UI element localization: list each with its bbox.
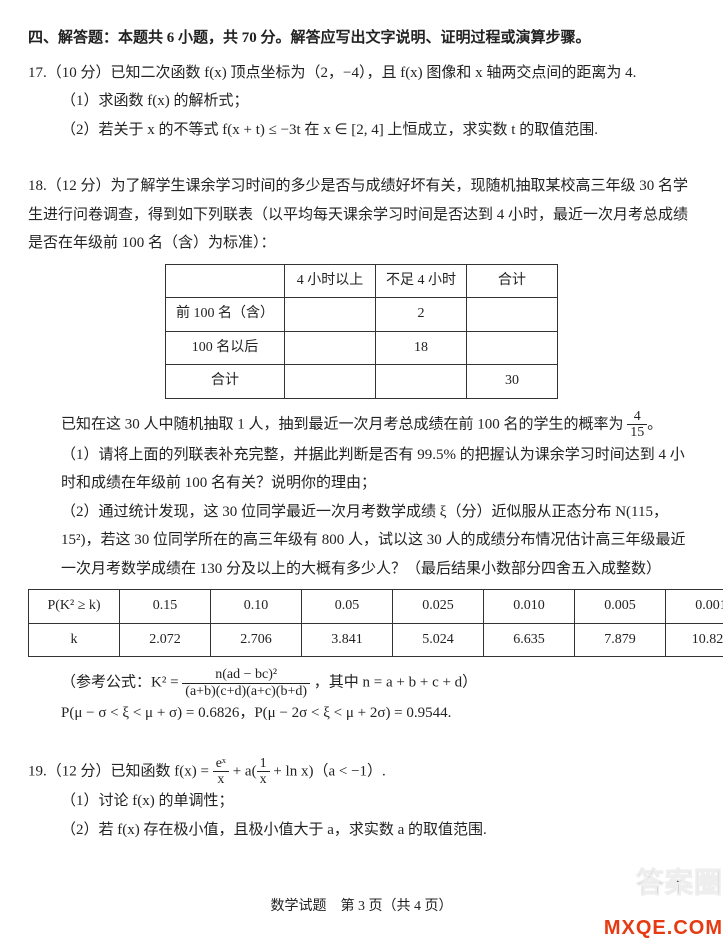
t1-r0c3 (467, 298, 558, 332)
q18-known: 已知在这 30 人中随机抽取 1 人，抽到最近一次月考总成绩在前 100 名的学… (28, 409, 695, 441)
t1-h3: 合计 (467, 264, 558, 298)
frac-num: 4 (627, 409, 647, 425)
q17-head: 17.（10 分）已知二次函数 f(x) 顶点坐标为（2，−4），且 f(x) … (28, 59, 695, 88)
t1-h0 (166, 264, 285, 298)
q17-part2: （2）若关于 x 的不等式 f(x + t) ≤ −3t 在 x ∈ [2, 4… (28, 116, 695, 145)
t2-r1c1: 2.072 (120, 623, 211, 657)
q19-mid: + a( (229, 763, 257, 779)
formula-num: n(ad − bc)² (182, 667, 310, 683)
q18-formula-frac: n(ad − bc)² (a+b)(c+d)(a+c)(b+d) (182, 667, 310, 699)
q18-formula-suffix: ，其中 n = a + b + c + d） (314, 675, 477, 691)
q19-head-prefix: 19.（12 分）已知函数 f(x) = (28, 763, 213, 779)
q19-part2: （2）若 f(x) 存在极小值，且极小值大于 a，求实数 a 的取值范围. (28, 816, 695, 845)
q18-head: 18.（12 分）为了解学生课余学习时间的多少是否与成绩好坏有关，现随机抽取某校… (28, 172, 695, 258)
t2-r1c0: k (29, 623, 120, 657)
frac-num: eˣ (213, 756, 229, 772)
t1-r2c2 (376, 365, 467, 399)
frac-den: x (213, 772, 229, 787)
q18-chi-square-table: P(K² ≥ k) 0.15 0.10 0.05 0.025 0.010 0.0… (28, 589, 723, 657)
question-19: 19.（12 分）已知函数 f(x) = eˣ x + a( 1 x + ln … (28, 756, 695, 845)
q19-head: 19.（12 分）已知函数 f(x) = eˣ x + a( 1 x + ln … (28, 756, 695, 788)
q18-known-suffix: 。 (647, 416, 662, 432)
t2-r1c5: 6.635 (484, 623, 575, 657)
q18-formula-prefix: （参考公式：K² = (61, 675, 182, 691)
t2-r0c6: 0.005 (575, 590, 666, 624)
question-18: 18.（12 分）为了解学生课余学习时间的多少是否与成绩好坏有关，现随机抽取某校… (28, 172, 695, 728)
q18-known-frac: 4 15 (627, 409, 647, 441)
t1-r1c3 (467, 331, 558, 365)
t1-h2: 不足 4 小时 (376, 264, 467, 298)
t1-r2c0: 合计 (166, 365, 285, 399)
t2-r0c7: 0.001 (666, 590, 723, 624)
q17-part1: （1）求函数 f(x) 的解析式； (28, 87, 695, 116)
t2-r1c6: 7.879 (575, 623, 666, 657)
q18-part1: （1）请将上面的列联表补充完整，并据此判断是否有 99.5% 的把握认为课余学习… (28, 441, 695, 498)
t2-r0c2: 0.10 (211, 590, 302, 624)
t2-r1c3: 3.841 (302, 623, 393, 657)
t2-r1c7: 10.828 (666, 623, 723, 657)
t1-r0c0: 前 100 名（含） (166, 298, 285, 332)
t1-r0c2: 2 (376, 298, 467, 332)
q19-part1: （1）讨论 f(x) 的单调性； (28, 787, 695, 816)
t1-r2c1 (285, 365, 376, 399)
t2-r0c3: 0.05 (302, 590, 393, 624)
q19-frac2: 1 x (257, 756, 270, 788)
t2-r0c5: 0.010 (484, 590, 575, 624)
t1-r1c1 (285, 331, 376, 365)
t2-r0c1: 0.15 (120, 590, 211, 624)
t2-r1c4: 5.024 (393, 623, 484, 657)
t2-r1c2: 2.706 (211, 623, 302, 657)
frac-den: x (257, 772, 270, 787)
q18-contingency-table: 4 小时以上 不足 4 小时 合计 前 100 名（含） 2 100 名以后 1… (165, 264, 558, 399)
q18-known-prefix: 已知在这 30 人中随机抽取 1 人，抽到最近一次月考总成绩在前 100 名的学… (61, 416, 624, 432)
q18-normal: P(μ − σ < ξ < μ + σ) = 0.6826，P(μ − 2σ <… (28, 699, 695, 728)
t2-r0c4: 0.025 (393, 590, 484, 624)
q18-part2: （2）通过统计发现，这 30 位同学最近一次月考数学成绩 ξ（分）近似服从正态分… (28, 498, 695, 584)
t1-r2c3: 30 (467, 365, 558, 399)
page-footer: 数学试题 第 3 页（共 4 页） (28, 894, 695, 921)
q19-frac1: eˣ x (213, 756, 229, 788)
frac-num: 1 (257, 756, 270, 772)
frac-den: 15 (627, 425, 647, 440)
t1-h1: 4 小时以上 (285, 264, 376, 298)
q19-head-suffix: + ln x)（a < −1）. (270, 763, 386, 779)
formula-den: (a+b)(c+d)(a+c)(b+d) (182, 684, 310, 699)
t2-r0c0: P(K² ≥ k) (29, 590, 120, 624)
t1-r1c2: 18 (376, 331, 467, 365)
question-17: 17.（10 分）已知二次函数 f(x) 顶点坐标为（2，−4），且 f(x) … (28, 59, 695, 145)
section-header: 四、解答题：本题共 6 小题，共 70 分。解答应写出文字说明、证明过程或演算步… (28, 24, 695, 53)
q18-formula: （参考公式：K² = n(ad − bc)² (a+b)(c+d)(a+c)(b… (28, 667, 695, 699)
t1-r0c1 (285, 298, 376, 332)
t1-r1c0: 100 名以后 (166, 331, 285, 365)
